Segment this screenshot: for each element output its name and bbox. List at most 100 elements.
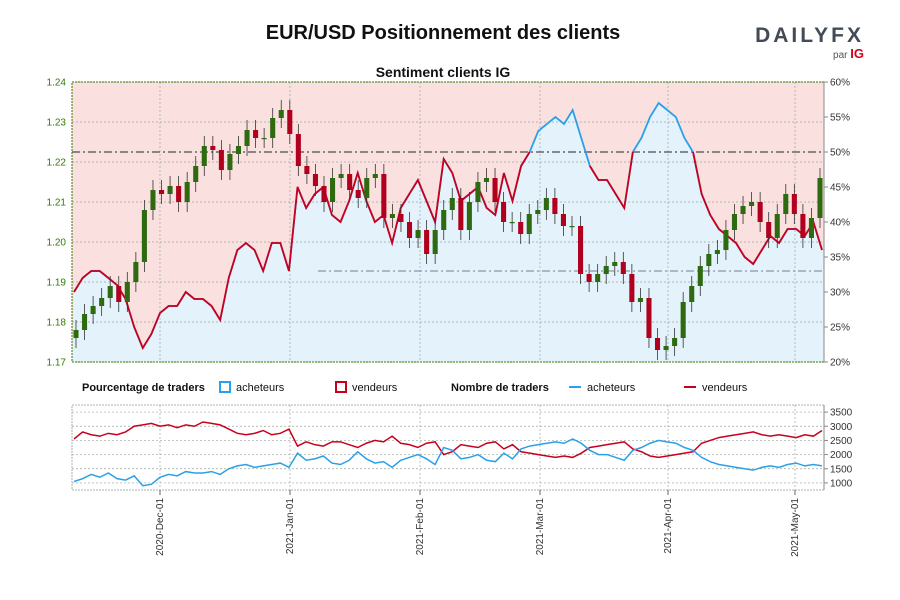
candle (552, 198, 558, 214)
candle (749, 202, 755, 206)
legend-count-sellers: vendeurs (702, 382, 748, 394)
candle (637, 298, 643, 302)
candle (569, 226, 575, 228)
chart-title: EUR/USD Positionnement des clients (265, 22, 621, 44)
count-tick-label: 1000 (830, 478, 853, 489)
candle (808, 218, 814, 238)
candle (783, 194, 789, 214)
logo-daily: DAILY (755, 24, 832, 47)
sellers-pct-line (73, 151, 531, 350)
legend-pct-sellers: vendeurs (352, 382, 398, 394)
candle (492, 178, 498, 202)
left-tick-label: 1.22 (47, 158, 67, 169)
date-label: 2021-Feb-01 (415, 498, 426, 556)
candle (441, 210, 447, 230)
candle (560, 214, 566, 226)
candle (107, 286, 113, 298)
candle (680, 302, 686, 338)
candle (689, 286, 695, 302)
candle (133, 262, 139, 282)
count-panel: 1000 1500 2000 2500 3000 3500 (71, 404, 853, 491)
logo-ig: IG (850, 46, 864, 61)
legend-pct-title: Pourcentage de traders (82, 382, 205, 394)
candle (235, 146, 242, 154)
candle (321, 186, 327, 202)
main-panel: 1.17 1.18 1.19 1.20 1.21 1.22 1.23 1.24 20% 25% 30… (47, 78, 851, 369)
candle (509, 222, 515, 224)
candle (629, 274, 635, 302)
chart-subtitle: Sentiment clients IG (375, 64, 511, 80)
candle (90, 306, 96, 314)
candle (124, 282, 130, 302)
count-buyers-line (73, 438, 823, 487)
candle (261, 138, 267, 140)
candle (663, 346, 669, 350)
candle (817, 178, 823, 218)
candle (595, 274, 601, 282)
candle (697, 266, 703, 286)
legend-pct-sellers-swatch (335, 381, 347, 393)
left-tick-label: 1.17 (47, 358, 67, 369)
candle (586, 274, 592, 282)
candle (791, 194, 797, 214)
legend-pct-buyers-swatch (219, 381, 231, 393)
date-label: 2020-Dec-01 (155, 498, 166, 556)
candle (278, 110, 284, 118)
candle (141, 210, 147, 262)
candle (543, 198, 549, 210)
candle (193, 166, 199, 182)
candle (381, 174, 387, 218)
right-tick-label: 50% (830, 148, 850, 159)
right-tick-label: 60% (830, 78, 850, 89)
candle (99, 298, 105, 306)
candle (731, 214, 738, 230)
left-tick-label: 1.23 (47, 118, 67, 129)
candle (800, 214, 806, 238)
right-tick-label: 55% (830, 113, 850, 124)
right-tick-label: 20% (830, 358, 850, 369)
candle (432, 230, 438, 254)
right-tick-label: 45% (830, 183, 850, 194)
dailyfx-logo: DAILYFX par IG (755, 24, 864, 61)
left-tick-label: 1.20 (47, 238, 67, 249)
candle (116, 286, 122, 302)
legend-pct-buyers: acheteurs (236, 382, 285, 394)
candle (82, 314, 88, 330)
candle (330, 178, 336, 202)
legend-count-buyers: acheteurs (587, 382, 636, 394)
sellers-pct-line (589, 151, 634, 211)
candle (389, 214, 395, 218)
candle (295, 134, 301, 166)
candle (372, 174, 378, 178)
candle (73, 330, 79, 338)
candle (312, 174, 318, 186)
candle (646, 298, 652, 338)
candle (578, 226, 584, 274)
candle (184, 182, 190, 202)
candle (150, 190, 156, 210)
candle (338, 174, 344, 178)
date-label: 2021-Jan-01 (285, 498, 296, 555)
candle (244, 130, 250, 146)
candle (158, 190, 165, 194)
candle (406, 222, 413, 238)
candle (201, 146, 207, 166)
candle (603, 266, 609, 274)
candle (612, 262, 618, 266)
candle (654, 338, 661, 350)
candle (210, 146, 216, 150)
legend: Pourcentage de traders acheteurs vendeur… (82, 381, 748, 394)
date-label: 2021-Apr-01 (663, 498, 674, 554)
count-sellers-line (73, 421, 823, 459)
candle (483, 178, 490, 182)
candle (176, 186, 182, 202)
candle (706, 254, 712, 266)
right-tick-label: 40% (830, 218, 850, 229)
candle (355, 190, 361, 198)
count-tick-label: 3000 (830, 422, 853, 433)
logo-fx: FX (831, 24, 864, 47)
candle (167, 186, 173, 194)
count-frame (71, 404, 825, 491)
candle (424, 230, 430, 254)
candle (672, 338, 678, 346)
